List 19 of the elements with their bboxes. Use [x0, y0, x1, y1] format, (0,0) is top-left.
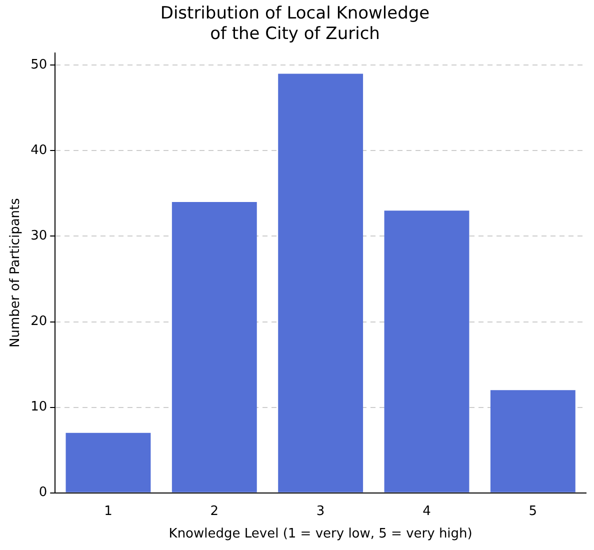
bar [278, 74, 364, 492]
x-axis-title: Knowledge Level (1 = very low, 5 = very high) [168, 526, 472, 542]
bar [490, 390, 576, 492]
y-axis-title: Number of Participants [8, 198, 24, 348]
x-tick-label: 3 [316, 504, 325, 519]
x-tick-label: 4 [422, 504, 431, 519]
y-tick-label: 0 [38, 485, 48, 500]
x-tick-label: 2 [210, 504, 219, 519]
bar [66, 432, 151, 492]
y-tick-label: 30 [30, 228, 48, 244]
y-tick-label: 10 [30, 400, 48, 415]
y-tick-label: 20 [30, 314, 48, 330]
x-tick-label: 5 [528, 504, 538, 519]
y-tick-label: 40 [30, 143, 48, 158]
bar [384, 210, 470, 492]
bar [172, 202, 257, 492]
chart-title: Distribution of Local Knowledge of the City of Zurich [160, 4, 430, 44]
x-tick-label: 1 [104, 504, 112, 519]
y-tick-label: 50 [30, 58, 48, 73]
